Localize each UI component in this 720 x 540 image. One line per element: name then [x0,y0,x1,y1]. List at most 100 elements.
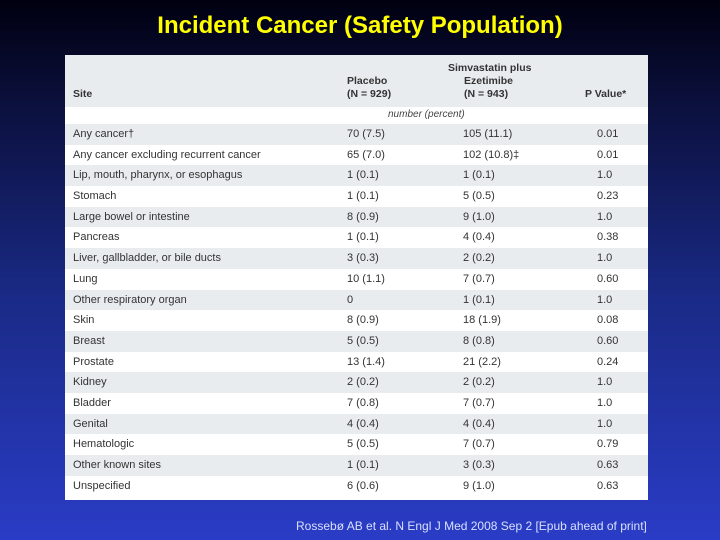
cell-simvastatin: 1 (0.1) [463,293,495,306]
cell-placebo: 8 (0.9) [347,210,379,223]
table-row: Any cancer† 70 (7.5) 105 (11.1) 0.01 [65,124,648,145]
header-placebo-line1: Placebo [347,75,388,87]
cell-placebo: 10 (1.1) [347,272,385,285]
cell-placebo: 8 (0.9) [347,314,379,327]
cell-placebo: 5 (0.5) [347,334,379,347]
cell-simvastatin: 4 (0.4) [463,231,495,244]
cell-placebo: 1 (0.1) [347,169,379,182]
cell-simvastatin: 3 (0.3) [463,459,495,471]
slide-title: Incident Cancer (Safety Population) [157,12,563,39]
cell-simvastatin: 7 (0.7) [463,438,495,451]
header-simva-line3: (N = 943) [464,88,509,100]
citation: Rossebø AB et al. N Engl J Med 2008 Sep … [296,519,647,533]
cell-pvalue: 0.23 [597,190,619,203]
table-row: Pancreas 1 (0.1) 4 (0.4) 0.38 [65,227,648,249]
cell-site: Breast [73,334,105,347]
cell-site: Any cancer† [73,128,135,140]
cell-pvalue: 1.0 [597,252,613,265]
cell-pvalue: 0.24 [597,355,619,368]
cell-site: Lip, mouth, pharynx, or esophagus [73,169,243,182]
header-pvalue: P Value* [585,88,627,100]
header-simva-line1: Simvastatin plus [448,62,532,74]
cell-pvalue: 1.0 [597,293,613,306]
table-row: Liver, gallbladder, or bile ducts 3 (0.3)… [65,248,648,269]
cell-simvastatin: 2 (0.2) [463,252,495,265]
header-placebo: Placebo (N = 929) [347,75,391,101]
cell-simvastatin: 21 (2.2) [463,355,501,368]
cell-site: Liver, gallbladder, or bile ducts [73,252,221,265]
cell-site: Kidney [73,376,107,389]
table-body: Any cancer† 70 (7.5) 105 (11.1) 0.01 Any can… [65,124,648,497]
table-row: Prostate 13 (1.4) 21 (2.2) 0.24 [65,351,648,373]
table-row: Other respiratory organ 0 1 (0.1) 1.0 [65,289,648,311]
cell-site: Large bowel or intestine [73,210,190,223]
table-row: Any cancer excluding recurrent cancer 65 … [65,144,648,166]
table-row: Hematologic 5 (0.5) 7 (0.7) 0.79 [65,434,648,455]
cell-site: Genital [73,417,108,430]
cell-site: Hematologic [73,438,135,451]
cell-simvastatin: 1 (0.1) [463,169,495,182]
cell-placebo: 70 (7.5) [347,128,385,140]
cell-site: Other known sites [73,459,162,471]
cell-site: Other respiratory organ [73,293,187,306]
cell-placebo: 5 (0.5) [347,438,379,451]
cell-simvastatin: 7 (0.7) [463,272,495,285]
header-simvastatin: Simvastatin plus Ezetimibe (N = 943) [448,62,531,101]
header-simva-line2: Ezetimibe [464,75,514,87]
cell-pvalue: 1.0 [597,169,613,182]
table-row: Genital 4 (0.4) 4 (0.4) 1.0 [65,413,648,435]
cell-pvalue: 0.38 [597,231,619,244]
cell-pvalue: 1.0 [597,396,613,409]
unit-subheader: number (percent) [65,107,648,125]
table-row: Large bowel or intestine 8 (0.9) 9 (1.0) 1.… [65,206,648,228]
cancer-table: Site Placebo (N = 929) Simvastatin plus … [65,55,648,500]
cell-simvastatin: 9 (1.0) [463,210,495,223]
cell-pvalue: 1.0 [597,417,613,430]
table-row: Bladder 7 (0.8) 7 (0.7) 1.0 [65,392,648,414]
table-row: Skin 8 (0.9) 18 (1.9) 0.08 [65,310,648,331]
table-row: Stomach 1 (0.1) 5 (0.5) 0.23 [65,186,648,207]
cell-pvalue: 1.0 [597,376,613,389]
cell-placebo: 7 (0.8) [347,396,379,409]
cell-simvastatin: 18 (1.9) [463,314,501,327]
cell-simvastatin: 4 (0.4) [463,417,495,430]
cell-site: Prostate [73,355,114,368]
cell-site: Stomach [73,190,117,203]
cell-pvalue: 0.63 [597,459,619,471]
cell-simvastatin: 2 (0.2) [463,376,495,389]
table-row: Breast 5 (0.5) 8 (0.8) 0.60 [65,330,648,352]
cell-site: Unspecified [73,479,131,492]
unit-label: number (percent) [388,109,465,120]
cell-site: Lung [73,272,98,285]
cell-placebo: 3 (0.3) [347,252,379,265]
cell-site: Pancreas [73,231,120,244]
cell-placebo: 2 (0.2) [347,376,379,389]
cell-pvalue: 0.79 [597,438,619,451]
cell-pvalue: 0.08 [597,314,619,327]
cell-placebo: 1 (0.1) [347,190,379,203]
header-site: Site [73,88,93,100]
table-row: Other known sites 1 (0.1) 3 (0.3) 0.63 [65,455,648,476]
cell-simvastatin: 7 (0.7) [463,396,495,409]
cell-site: Any cancer excluding recurrent cancer [73,148,261,161]
cell-simvastatin: 105 (11.1) [463,128,513,140]
cell-placebo: 65 (7.0) [347,148,385,161]
cell-pvalue: 0.01 [597,128,619,140]
cell-pvalue: 1.0 [597,210,613,223]
table-row: Lung 10 (1.1) 7 (0.7) 0.60 [65,268,648,290]
cell-pvalue: 0.63 [597,479,619,492]
table-row: Lip, mouth, pharynx, or esophagus 1 (0.1)… [65,165,648,187]
cell-placebo: 6 (0.6) [347,479,379,492]
cell-simvastatin: 8 (0.8) [463,334,495,347]
cell-site: Skin [73,314,95,327]
cell-placebo: 13 (1.4) [347,355,385,368]
table-header: Site Placebo (N = 929) Simvastatin plus … [65,55,648,108]
table-row: Unspecified 6 (0.6) 9 (1.0) 0.63 [65,475,648,497]
cell-pvalue: 0.01 [597,148,619,161]
cell-pvalue: 0.60 [597,334,619,347]
cell-placebo: 1 (0.1) [347,231,379,244]
cell-simvastatin: 102 (10.8)‡ [463,148,520,161]
table-row: Kidney 2 (0.2) 2 (0.2) 1.0 [65,372,648,393]
cell-site: Bladder [73,396,111,409]
cell-simvastatin: 5 (0.5) [463,190,495,203]
